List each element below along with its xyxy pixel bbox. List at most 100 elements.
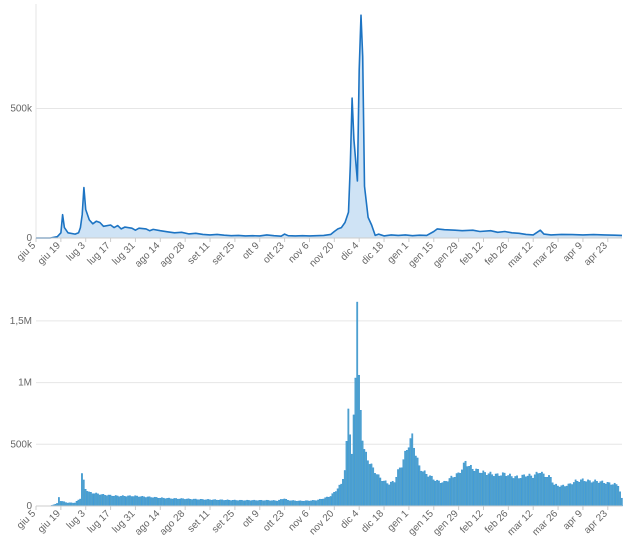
x-tick-label: dic 4 [339,240,362,263]
bar [583,481,586,507]
bar [173,498,176,507]
bar [537,473,540,507]
bar [356,301,359,507]
bar [493,476,495,507]
bar [446,481,449,507]
x-tick-label: lug 17 [86,240,113,267]
bar [200,498,202,507]
bar [571,484,573,507]
bar [63,501,66,507]
bar [242,500,245,507]
bar [432,479,435,507]
bar [459,473,462,507]
bar [180,498,183,507]
bar [317,499,320,507]
bar [588,480,591,507]
bar [427,476,430,507]
bar [263,500,266,507]
bar [420,470,423,507]
bar [429,475,431,507]
x-tick-label: ott 23 [261,240,287,266]
bar [164,498,167,507]
x-tick-label: giu 19 [36,240,63,267]
bar [372,467,375,507]
bar [382,480,385,507]
bar [214,499,217,507]
bar [136,495,138,507]
x-tick-label: set 25 [210,508,237,535]
bar [347,408,350,507]
bar [335,491,337,507]
x-tick-label: set 25 [210,240,237,267]
bar [239,499,241,507]
bar [105,495,108,507]
bar [578,481,581,507]
bar [603,483,605,507]
bar [509,473,511,507]
bar [258,500,261,507]
bar [113,495,115,507]
y-tick-label: 1,5M [10,316,32,327]
bar [581,478,584,507]
bar [283,498,286,507]
bar [572,482,575,507]
bar [423,470,426,507]
bar [505,476,508,507]
bar [299,500,302,507]
bar [269,500,272,507]
x-tick-label: ago 28 [158,240,188,270]
bar [129,495,131,507]
bar [210,499,213,507]
bar [208,499,211,507]
bar [620,497,623,507]
bar [425,473,428,507]
bar [606,482,609,507]
bar [556,485,559,507]
bar [152,497,154,507]
bar [574,479,577,507]
bar [374,473,376,507]
bar [308,500,311,507]
x-tick-label: feb 12 [458,508,486,536]
bar [414,455,417,507]
bar [98,494,101,507]
bar [233,499,236,507]
bar [381,481,383,507]
x-tick-label: set 11 [186,508,213,535]
bar [615,484,618,507]
bar [386,483,389,507]
bar [265,499,268,507]
bar [107,494,110,507]
bar [407,447,410,507]
bar [114,495,117,507]
bar [359,409,362,507]
bar [89,492,92,507]
bar [235,500,238,507]
bar [617,486,620,507]
bar [143,496,146,507]
bar [175,498,177,507]
x-tick-label: nov 20 [307,240,336,269]
bar [65,502,67,507]
bar [137,496,140,507]
bar [475,468,478,507]
bar [453,477,456,507]
bar [619,491,621,507]
bar [406,450,408,507]
bar [146,496,149,507]
x-tick-label: dic 18 [360,508,387,535]
bar [271,500,273,507]
bar [363,449,366,507]
bar [343,470,346,507]
bar [189,499,192,507]
bar [81,473,83,507]
bar [327,496,330,507]
bar [365,451,367,507]
bar [58,497,60,507]
bar [544,477,547,507]
bar [342,478,344,507]
bar [596,481,598,507]
bar [469,464,472,507]
x-tick-label: ago 14 [133,508,163,538]
